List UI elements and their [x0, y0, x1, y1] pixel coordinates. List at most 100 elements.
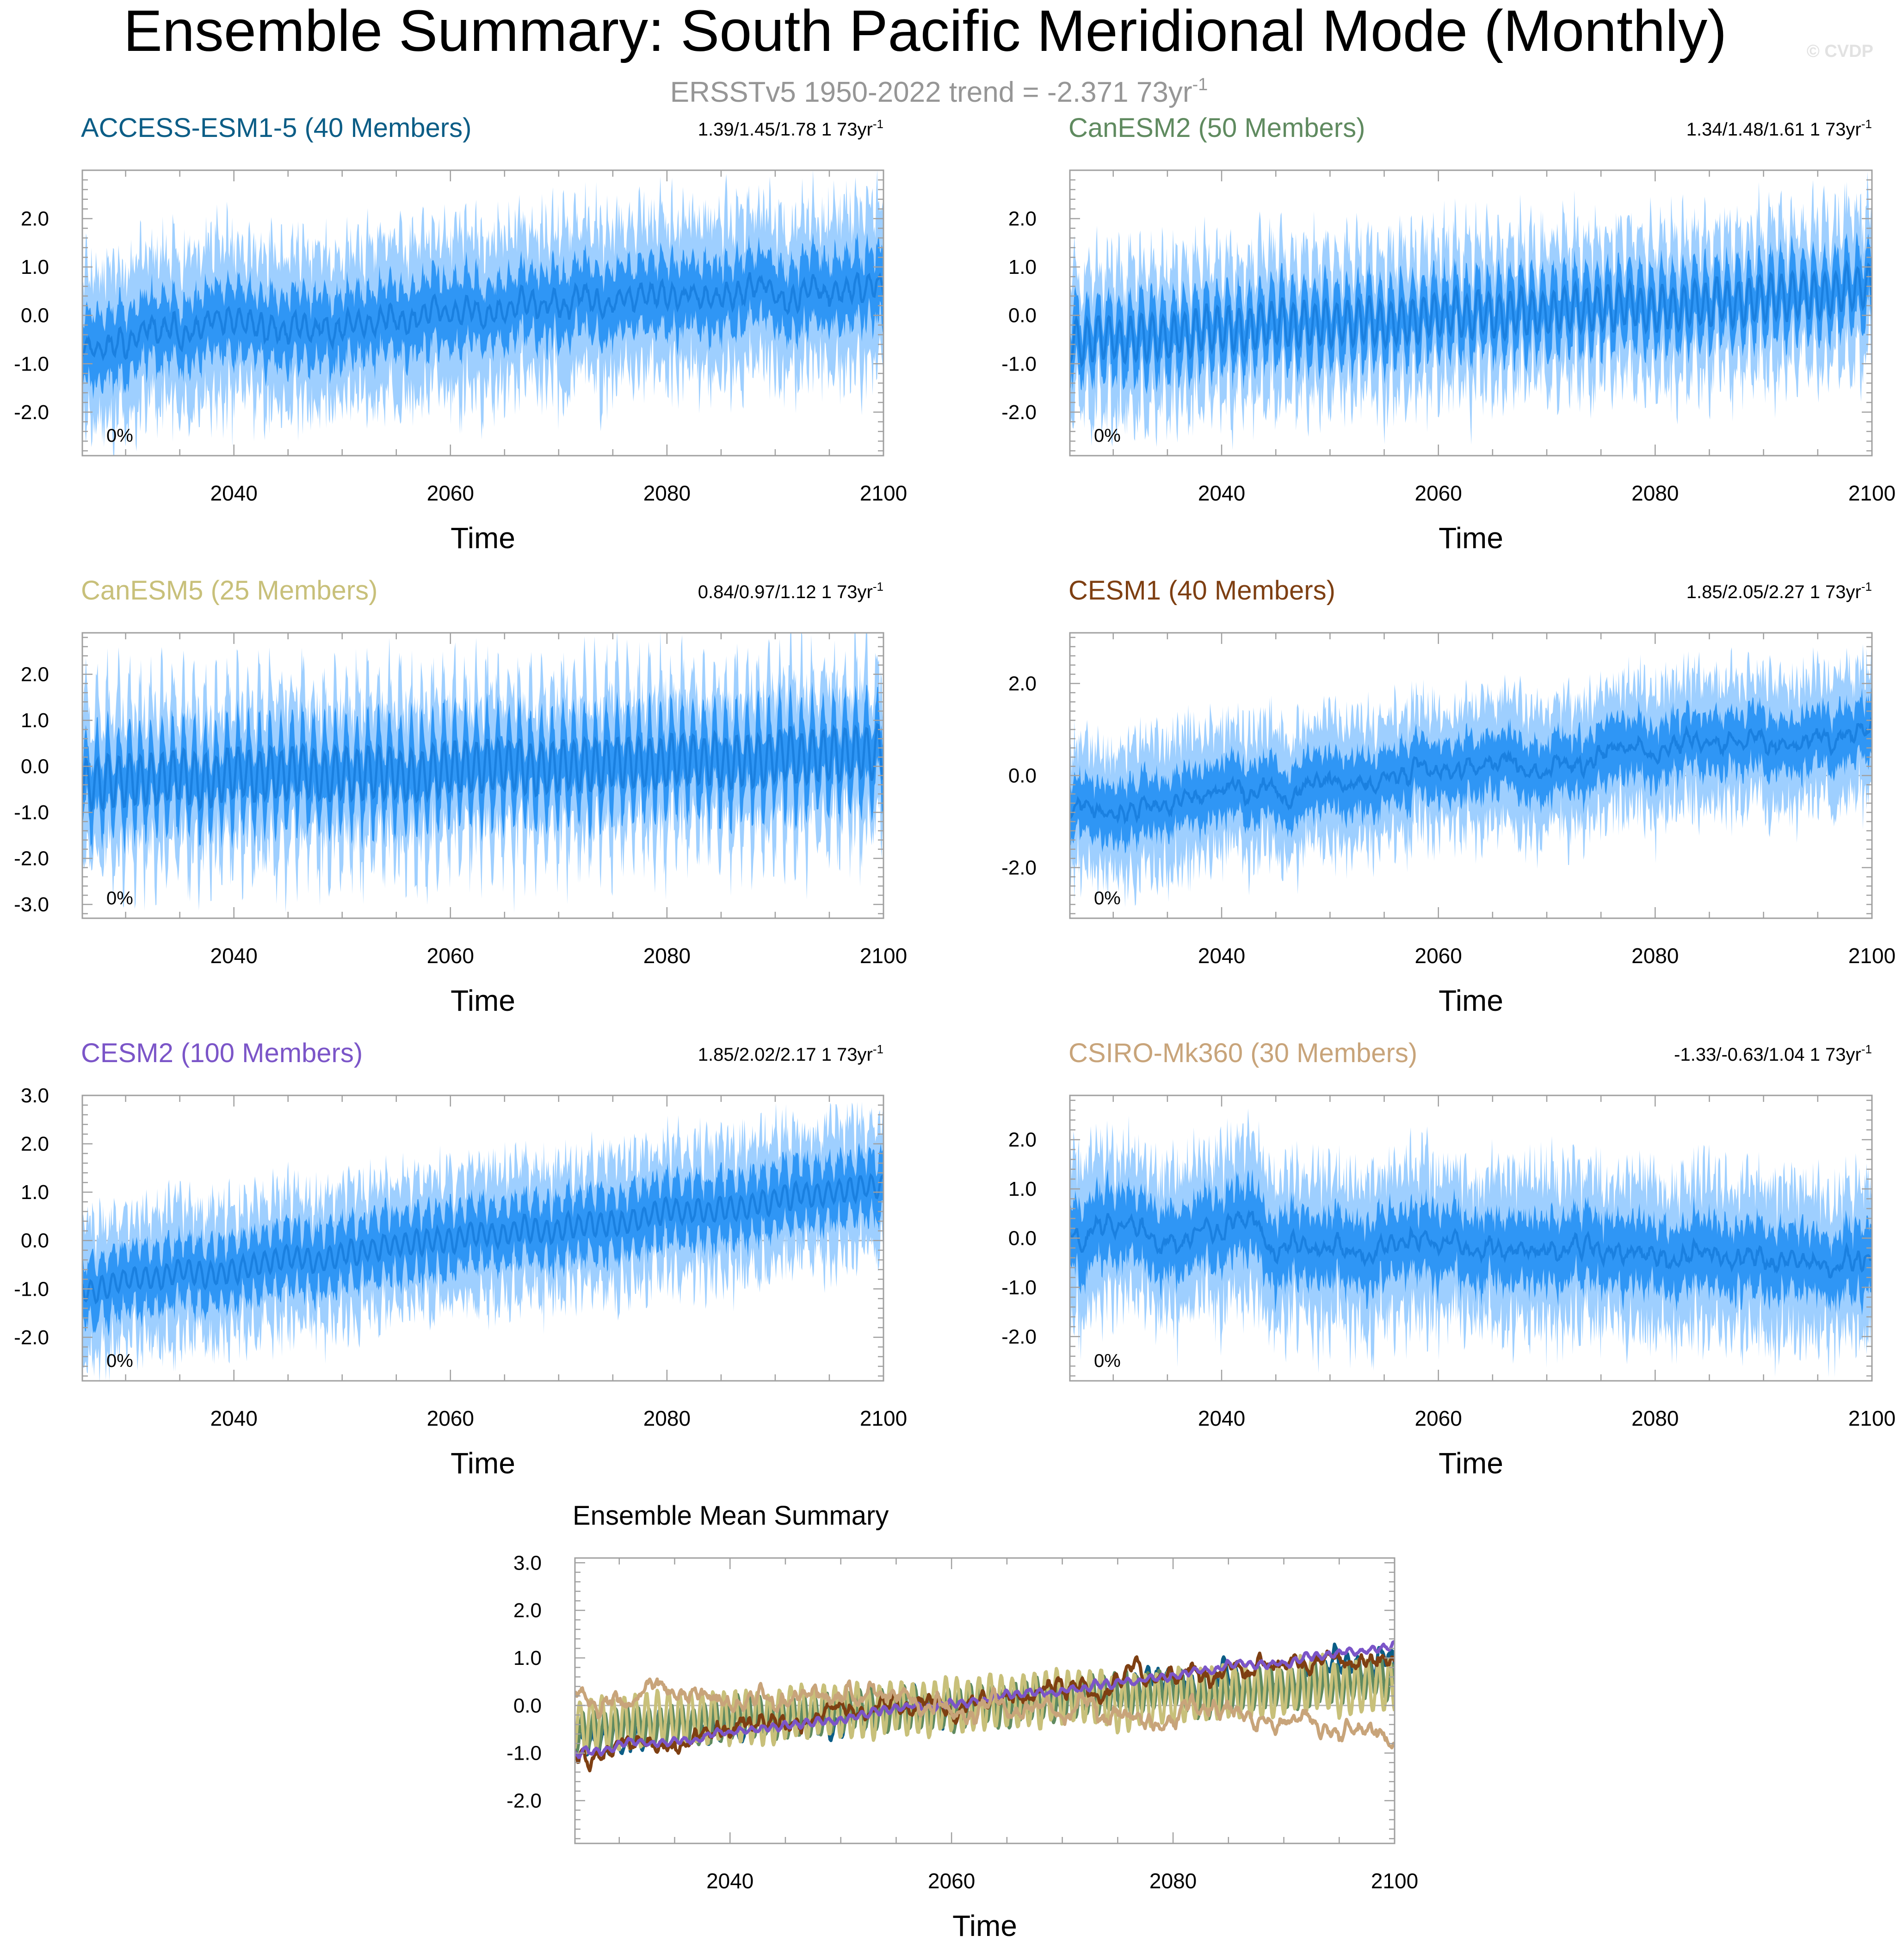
x-tick-label: 2100 [860, 481, 907, 505]
series-line-csiro-mk360 [575, 1677, 1395, 1750]
y-tick-label: -2.0 [1001, 857, 1037, 879]
x-axis-label: Time [451, 521, 515, 555]
x-tick-label: 2100 [1848, 1406, 1896, 1430]
y-tick-label: -1.0 [1001, 1276, 1037, 1299]
y-tick-label: 1.0 [21, 256, 49, 278]
y-tick-label: -3.0 [14, 893, 49, 916]
y-tick-label: 1.0 [513, 1647, 542, 1669]
x-tick-label: 2060 [928, 1869, 975, 1893]
ensemble-mean-line [82, 272, 883, 362]
x-axis-label: Time [952, 1909, 1017, 1942]
x-tick-label: 2100 [1371, 1869, 1418, 1893]
ensemble-mean-line [82, 1173, 883, 1305]
y-tick-label: 2.0 [1008, 1129, 1037, 1151]
panel-title: Ensemble Mean Summary [573, 1501, 889, 1531]
trend-label: 0.84/0.97/1.12 1 73yr-1 [698, 580, 883, 602]
y-tick-label: 1.0 [1008, 256, 1037, 278]
panel-title: CESM2 (100 Members) [81, 1038, 363, 1068]
plot-area [575, 1640, 1395, 1773]
ensemble-iqr-band [82, 681, 883, 856]
x-axis-label: Time [1439, 984, 1503, 1017]
y-tick-label: 0.0 [513, 1694, 542, 1717]
x-tick-label: 2060 [427, 481, 474, 505]
x-tick-label: 2060 [1415, 481, 1462, 505]
x-tick-label: 2080 [1149, 1869, 1197, 1893]
y-tick-label: 0.0 [1008, 765, 1037, 787]
y-tick-label: 0.0 [1008, 1227, 1037, 1250]
trend-label: 1.39/1.45/1.78 1 73yr-1 [698, 117, 883, 140]
ensemble-iqr-band [82, 1143, 883, 1337]
x-tick-label: 2080 [643, 481, 691, 505]
plot-frame [1069, 169, 1873, 457]
plot-area [1070, 637, 1872, 908]
y-tick-label: 1.0 [21, 709, 49, 732]
percent-label: 0% [106, 888, 133, 909]
x-tick-label: 2040 [1198, 1406, 1245, 1430]
percent-label: 0% [1094, 426, 1121, 446]
ensemble-iqr-band [1070, 232, 1872, 395]
y-tick-label: -2.0 [1001, 401, 1037, 424]
x-axis-label: Time [451, 984, 515, 1017]
x-tick-label: 2080 [1631, 944, 1679, 968]
x-tick-label: 2040 [706, 1869, 753, 1893]
y-tick-label: -1.0 [1001, 352, 1037, 375]
plot-frame [574, 1557, 1396, 1844]
x-tick-label: 2080 [643, 944, 691, 968]
y-tick-label: 2.0 [21, 208, 49, 230]
trend-label: 1.85/2.02/2.17 1 73yr-1 [698, 1042, 883, 1065]
ensemble-iqr-band [1070, 687, 1872, 854]
y-tick-label: -1.0 [14, 352, 49, 375]
y-tick-label: 1.0 [1008, 1178, 1037, 1200]
percent-label: 0% [1094, 888, 1121, 909]
x-tick-label: 2100 [860, 1406, 907, 1430]
x-axis-label: Time [1439, 521, 1503, 555]
x-tick-label: 2040 [210, 944, 258, 968]
panel-title: ACCESS-ESM1-5 (40 Members) [81, 113, 471, 143]
y-tick-label: -2.0 [14, 401, 49, 424]
percent-label: 0% [1094, 1351, 1121, 1371]
trend-label: -1.33/-0.63/1.04 1 73yr-1 [1674, 1042, 1872, 1065]
x-axis-label: Time [451, 1447, 515, 1480]
y-tick-label: -2.0 [14, 847, 49, 870]
x-tick-label: 2100 [860, 944, 907, 968]
ensemble-iqr-band [1070, 1169, 1872, 1316]
ensemble-mean-line [82, 723, 883, 814]
panel-title: CanESM5 (25 Members) [81, 575, 377, 606]
x-tick-label: 2080 [1631, 481, 1679, 505]
x-tick-label: 2040 [1198, 481, 1245, 505]
y-tick-label: 2.0 [1008, 208, 1037, 230]
y-tick-label: 2.0 [21, 663, 49, 686]
y-tick-label: 3.0 [21, 1084, 49, 1107]
plot-area [1070, 1108, 1872, 1377]
y-tick-label: -1.0 [506, 1742, 542, 1765]
plot-area [1070, 171, 1872, 450]
plot-area [82, 1101, 883, 1381]
figure-subtitle: ERSSTv5 1950-2022 trend = -2.371 73yr-1 [670, 75, 1208, 108]
y-tick-label: 2.0 [513, 1599, 542, 1622]
x-tick-label: 2100 [1848, 481, 1896, 505]
y-tick-label: 1.0 [21, 1181, 49, 1204]
trend-label: 1.85/2.05/2.27 1 73yr-1 [1686, 580, 1872, 602]
y-tick-label: 3.0 [513, 1552, 542, 1574]
x-tick-label: 2080 [1631, 1406, 1679, 1430]
figure-title: Ensemble Summary: South Pacific Meridion… [124, 0, 1727, 63]
y-tick-label: 0.0 [21, 304, 49, 327]
subtitle-text: ERSSTv5 1950-2022 trend = -2.371 73yr [670, 76, 1192, 108]
panel-canesm2: CanESM2 (50 Members) 1.34/1.48/1.61 1 73y… [1001, 113, 1896, 555]
panel-csiro-mk360: CSIRO-Mk360 (30 Members) -1.33/-0.63/1.04… [1001, 1038, 1896, 1480]
y-tick-label: 2.0 [21, 1133, 49, 1156]
panel-cesm1: CESM1 (40 Members) 1.85/2.05/2.27 1 73yr-… [1001, 575, 1896, 1017]
x-tick-label: 2040 [210, 1406, 258, 1430]
x-tick-label: 2100 [1848, 944, 1896, 968]
watermark: © CVDP [1807, 42, 1873, 61]
x-tick-label: 2060 [427, 1406, 474, 1430]
panel-ensemble-mean-summary: Ensemble Mean Summary 3.0 2.0 1.0 0.0 -1.0 -2.… [506, 1501, 1418, 1942]
y-tick-label: 0.0 [21, 1230, 49, 1252]
ensemble-mean-line [1070, 1209, 1872, 1279]
plot-frame [81, 169, 884, 457]
y-tick-label: 2.0 [1008, 672, 1037, 695]
y-tick-label: 0.0 [21, 755, 49, 778]
y-tick-label: 0.0 [1008, 304, 1037, 327]
panel-cesm2: CESM2 (100 Members) 1.85/2.02/2.17 1 73yr… [14, 1038, 907, 1480]
